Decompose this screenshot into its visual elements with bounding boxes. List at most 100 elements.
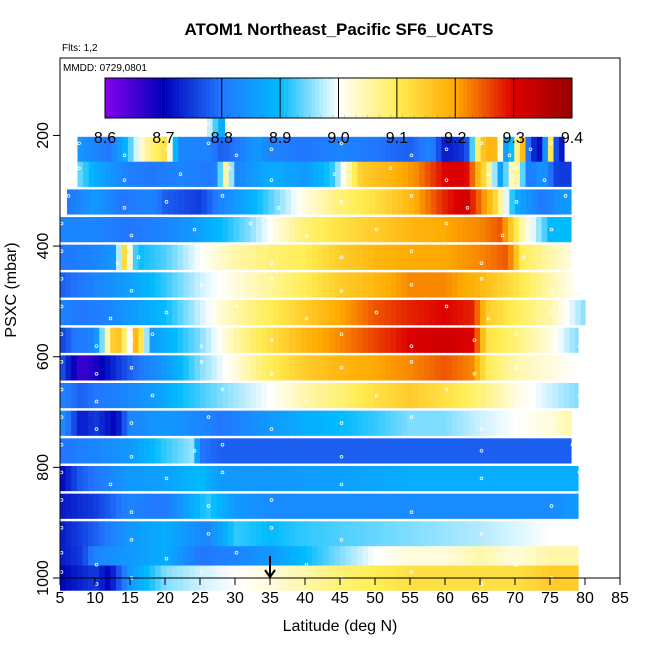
heat-cell xyxy=(408,189,415,215)
sample-point xyxy=(339,141,344,146)
colorbar-cell xyxy=(186,78,192,118)
heat-cell xyxy=(536,136,543,163)
heat-cell xyxy=(564,272,571,298)
heat-cell xyxy=(384,521,391,547)
heat-cell xyxy=(272,327,279,353)
heat-cell xyxy=(239,136,247,163)
heat-cell xyxy=(446,383,453,409)
x-tick-label: 60 xyxy=(436,590,454,607)
colorbar-cell xyxy=(252,78,258,118)
colorbar-cell xyxy=(443,78,448,118)
heat-cell xyxy=(244,438,251,464)
sample-point xyxy=(304,233,309,238)
sample-point xyxy=(374,556,379,561)
heat-cell xyxy=(391,161,398,187)
heat-cell xyxy=(475,161,482,187)
heat-cell xyxy=(485,383,492,409)
heat-cell xyxy=(155,244,162,270)
x-tick-label: 55 xyxy=(401,590,419,607)
heat-cell xyxy=(496,217,503,243)
heat-cell xyxy=(244,383,251,409)
heat-cell xyxy=(194,327,201,353)
colorbar-cell xyxy=(256,78,262,118)
heat-cell xyxy=(345,521,352,547)
heat-cell xyxy=(251,136,258,163)
heat-cell xyxy=(105,161,112,187)
heat-cell xyxy=(414,189,421,215)
heat-cell xyxy=(508,546,515,572)
sample-point xyxy=(339,537,344,542)
heat-cell xyxy=(144,465,151,492)
y-tick-label: 600 xyxy=(35,343,52,370)
heat-cell xyxy=(440,355,447,381)
heat-cell xyxy=(552,465,559,492)
heat-cell xyxy=(222,493,229,519)
sample-point xyxy=(339,421,344,425)
heat-cell xyxy=(323,327,330,353)
heat-cell xyxy=(458,136,465,163)
colorbar-cell xyxy=(143,78,149,118)
heat-cell xyxy=(459,189,466,215)
heat-cell xyxy=(312,410,319,436)
heat-cell xyxy=(340,136,347,163)
heat-cell xyxy=(239,272,246,298)
heat-cell xyxy=(71,546,78,572)
heat-cell xyxy=(487,189,494,215)
heat-cell xyxy=(188,244,195,270)
heat-cell xyxy=(368,161,375,187)
heat-cell xyxy=(536,217,543,243)
heat-cell xyxy=(351,161,359,187)
heat-cell xyxy=(289,355,296,381)
heat-cell xyxy=(502,272,509,298)
heat-cell xyxy=(452,546,459,572)
heat-cell xyxy=(430,161,437,187)
heat-cell xyxy=(468,410,475,436)
heat-cell xyxy=(82,521,89,547)
heat-cell xyxy=(424,161,431,187)
heat-cell xyxy=(396,300,403,326)
heat-cell xyxy=(368,244,375,270)
heat-cell xyxy=(104,521,111,547)
heat-cell xyxy=(88,438,95,464)
colorbar-cell xyxy=(334,78,339,118)
heat-cell xyxy=(468,383,475,409)
heat-cell xyxy=(139,189,146,215)
heat-cell xyxy=(239,438,246,464)
heat-cell xyxy=(200,355,207,381)
heat-cell xyxy=(183,161,191,187)
heat-cell xyxy=(379,521,386,547)
heat-cell xyxy=(401,410,408,436)
heat-cell xyxy=(138,546,145,572)
heat-cell xyxy=(244,217,251,243)
heat-cell xyxy=(328,217,335,243)
heat-cell xyxy=(513,493,520,519)
heat-cell xyxy=(502,327,509,353)
heat-cell xyxy=(295,546,302,572)
heat-cell xyxy=(200,438,207,464)
heat-cell xyxy=(223,136,230,163)
heat-cell xyxy=(569,521,576,547)
heat-cell xyxy=(93,355,100,381)
heat-cell xyxy=(278,493,285,519)
heat-cell xyxy=(116,327,123,353)
heat-cell xyxy=(463,438,470,464)
sample-point xyxy=(108,316,113,321)
heat-cell xyxy=(384,546,391,572)
heat-cell xyxy=(104,327,111,353)
heat-cell xyxy=(194,546,201,572)
heat-cell xyxy=(323,272,330,298)
heat-cell xyxy=(144,161,151,187)
heat-cell xyxy=(138,465,145,492)
sample-point xyxy=(479,261,484,265)
heat-cell xyxy=(172,217,179,243)
heat-cell xyxy=(452,244,459,270)
heat-cell xyxy=(244,465,251,492)
heat-cell xyxy=(200,217,207,243)
heat-cell xyxy=(155,546,162,572)
heat-cell xyxy=(463,546,470,572)
heat-cell xyxy=(345,327,352,353)
heat-cell xyxy=(452,493,459,519)
sample-point xyxy=(276,206,281,210)
heat-cell xyxy=(128,189,135,215)
heat-cell xyxy=(524,521,531,547)
